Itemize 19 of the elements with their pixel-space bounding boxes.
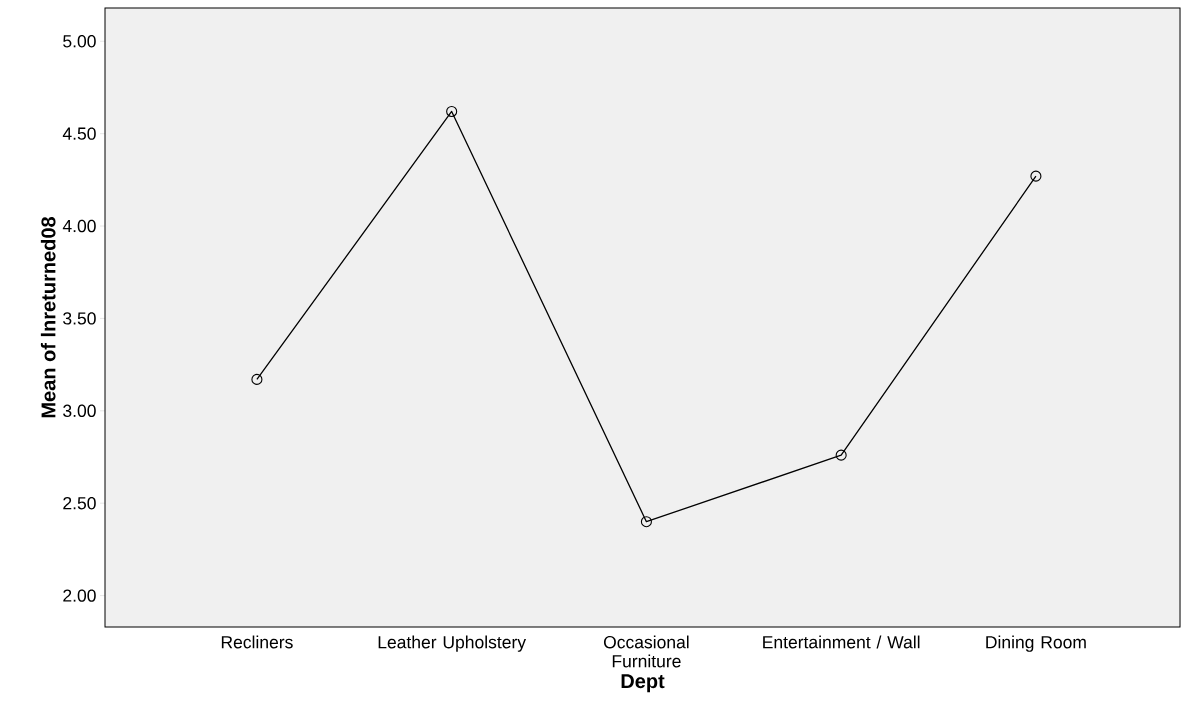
x-axis-title: Dept <box>621 674 665 693</box>
y-tick-label: 3.00 <box>63 404 96 418</box>
y-tick-label: 4.50 <box>62 127 96 140</box>
point <box>835 449 847 461</box>
y-axis-title: Mean of lnreturned08 <box>40 217 56 418</box>
y-tick-label: 2.00 <box>63 589 96 602</box>
x-tick-label: Occasional Furniture <box>603 635 689 668</box>
point <box>1030 170 1042 182</box>
point <box>251 373 263 385</box>
y-tick-label: 5.00 <box>63 35 96 48</box>
y-tick-label: 2.50 <box>63 497 96 510</box>
y-tick-label: 3.50 <box>63 312 96 325</box>
x-tick-label: Dining Room <box>986 635 1086 652</box>
x-tick-label: Entertainment / Wall <box>763 635 920 649</box>
y-tick-label: 4.00 <box>62 219 96 233</box>
x-tick-label: Recliners <box>221 635 293 649</box>
point <box>446 105 458 118</box>
x-tick-label: Leather Upholstery <box>378 635 527 652</box>
point <box>640 516 652 528</box>
